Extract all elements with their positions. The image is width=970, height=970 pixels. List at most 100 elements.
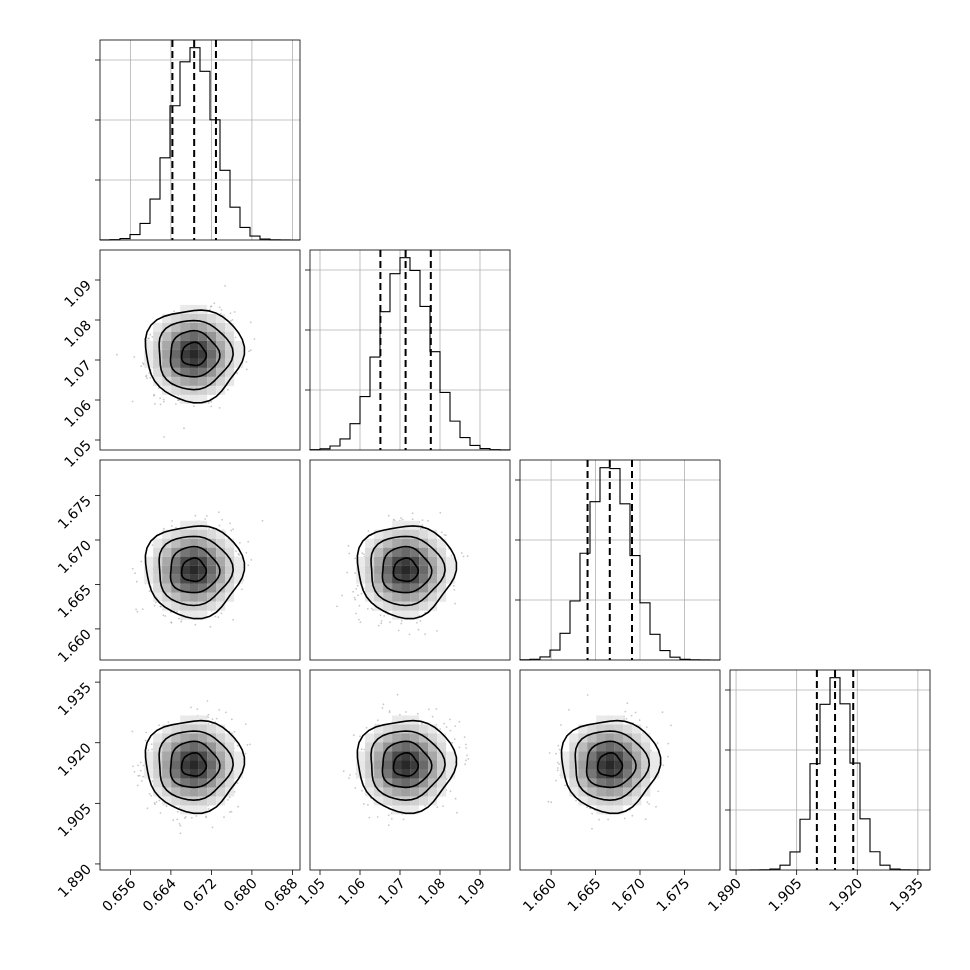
- density-cell-2-1: [374, 592, 384, 602]
- density-cell-3-2: [632, 742, 642, 752]
- density-cell-3-1: [401, 751, 411, 761]
- density-cell-1-0: [162, 331, 172, 341]
- density-cell-3-1: [392, 760, 402, 770]
- density-cell-2-0: [225, 583, 235, 593]
- density-cell-2-0: [171, 574, 181, 584]
- y-tick-label-2-3: 1.675: [55, 493, 95, 533]
- density-cell-3-1: [356, 751, 366, 761]
- density-cell-3-1: [383, 742, 393, 752]
- density-cell-3-2: [632, 751, 642, 761]
- x-tick-label-0-0: 0.656: [100, 875, 140, 915]
- density-cell-3-1: [428, 733, 438, 743]
- density-cell-2-1: [392, 583, 402, 593]
- density-cell-2-1: [356, 556, 366, 566]
- x-tick-label-3-3: 1.935: [887, 876, 927, 916]
- density-cell-2-1: [365, 556, 375, 566]
- density-cell-2-1: [383, 538, 393, 548]
- contour-2-0-3: [144, 525, 246, 620]
- density-cell-2-1: [392, 547, 402, 557]
- density-cell-2-0: [180, 547, 190, 557]
- density-cell-3-1: [365, 733, 375, 743]
- density-cell-3-1: [392, 778, 402, 788]
- density-cell-2-0: [144, 556, 154, 566]
- density-cell-2-1: [428, 601, 438, 611]
- density-cell-3-1: [410, 760, 420, 770]
- density-cell-1-0: [198, 313, 208, 323]
- density-cell-3-2: [596, 733, 606, 743]
- density-cell-3-0: [162, 769, 172, 779]
- density-cell-3-1: [446, 769, 456, 779]
- density-cell-3-2: [587, 769, 597, 779]
- density-cell-2-0: [207, 574, 217, 584]
- density-cell-2-1: [419, 556, 429, 566]
- density-cell-3-0: [162, 787, 172, 797]
- density-cell-1-0: [171, 313, 181, 323]
- density-cell-2-0: [162, 592, 172, 602]
- density-cell-1-0: [207, 313, 217, 323]
- density-cell-3-0: [207, 769, 217, 779]
- density-cell-2-0: [171, 592, 181, 602]
- density-cell-3-2: [614, 733, 624, 743]
- density-cell-3-0: [180, 742, 190, 752]
- y-tick-label-3-2: 1.920: [55, 740, 95, 780]
- density-cell-3-1: [437, 760, 447, 770]
- density-cell-3-0: [234, 751, 244, 761]
- density-cell-1-0: [225, 349, 235, 359]
- panel-3-0: 0.656 0.664 0.672 0.680 0.688 1.890 1.905 1.920…: [55, 669, 301, 915]
- density-cell-2-0: [153, 574, 163, 584]
- histogram-0: [99, 47, 301, 241]
- density-cell-1-0: [171, 349, 181, 359]
- density-cell-3-2: [614, 787, 624, 797]
- density-cell-2-0: [162, 574, 172, 584]
- density-cell-3-0: [153, 769, 163, 779]
- density-cell-2-0: [216, 538, 226, 548]
- density-cell-3-0: [207, 778, 217, 788]
- panel-2-1: [309, 459, 511, 661]
- contour-2-1-1: [381, 545, 433, 594]
- density-cell-3-0: [198, 733, 208, 743]
- density-cell-3-0: [189, 715, 199, 725]
- density-cell-3-1: [365, 787, 375, 797]
- density-cell-2-1: [428, 556, 438, 566]
- density-cell-3-2: [614, 796, 624, 806]
- density-cell-2-0: [198, 592, 208, 602]
- panel-1-0: 1.05 1.06 1.07 1.08 1.09: [61, 249, 301, 471]
- density-cell-2-0: [207, 547, 217, 557]
- y-tick-label-3-0: 1.890: [55, 861, 95, 901]
- density-cell-2-0: [198, 565, 208, 575]
- density-cell-1-0: [189, 322, 199, 332]
- density-cell-2-0: [207, 565, 217, 575]
- density-cell-2-0: [180, 538, 190, 548]
- density-cell-2-0: [216, 574, 226, 584]
- density-cell-3-2: [623, 733, 633, 743]
- density-cell-3-1: [401, 742, 411, 752]
- density-cell-2-0: [225, 556, 235, 566]
- x-tick-label-2-1: 1.665: [565, 876, 605, 916]
- density-cell-3-2: [605, 778, 615, 788]
- density-cell-3-0: [171, 796, 181, 806]
- density-cell-3-2: [623, 787, 633, 797]
- density-cell-1-0: [162, 367, 172, 377]
- density-cell-3-0: [198, 742, 208, 752]
- density-cell-3-0: [189, 787, 199, 797]
- density-cell-2-0: [198, 538, 208, 548]
- density-cell-1-0: [225, 322, 235, 332]
- density-cell-3-1: [419, 742, 429, 752]
- density-cell-3-1: [383, 751, 393, 761]
- density-cell-2-1: [356, 565, 366, 575]
- density-cell-3-1: [446, 751, 456, 761]
- panel-0-0: [95, 39, 301, 241]
- density-cell-3-2: [632, 769, 642, 779]
- density-cell-3-1: [401, 805, 411, 815]
- density-cell-3-0: [189, 778, 199, 788]
- density-cell-3-0: [171, 751, 181, 761]
- panel-frame-3-1: [309, 669, 511, 871]
- density-cell-3-0: [189, 805, 199, 815]
- density-cell-3-2: [632, 724, 642, 734]
- density-cell-3-1: [374, 778, 384, 788]
- histogram-3: [730, 677, 931, 871]
- density-cell-1-0: [234, 358, 244, 368]
- density-cell-1-0: [162, 313, 172, 323]
- density-cell-2-0: [144, 565, 154, 575]
- density-cell-2-1: [437, 556, 447, 566]
